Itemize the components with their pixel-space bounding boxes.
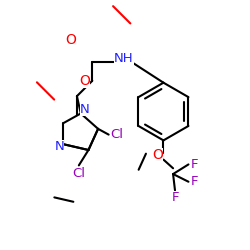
Text: O: O — [79, 74, 90, 88]
Text: F: F — [190, 158, 198, 171]
Text: F: F — [171, 190, 179, 203]
Text: Cl: Cl — [72, 166, 85, 179]
Text: NH: NH — [114, 52, 134, 65]
Text: N: N — [80, 103, 90, 116]
Text: F: F — [190, 175, 198, 188]
Text: O: O — [65, 34, 76, 48]
Text: Cl: Cl — [110, 128, 123, 141]
Text: N: N — [55, 140, 64, 153]
Text: O: O — [152, 148, 163, 162]
